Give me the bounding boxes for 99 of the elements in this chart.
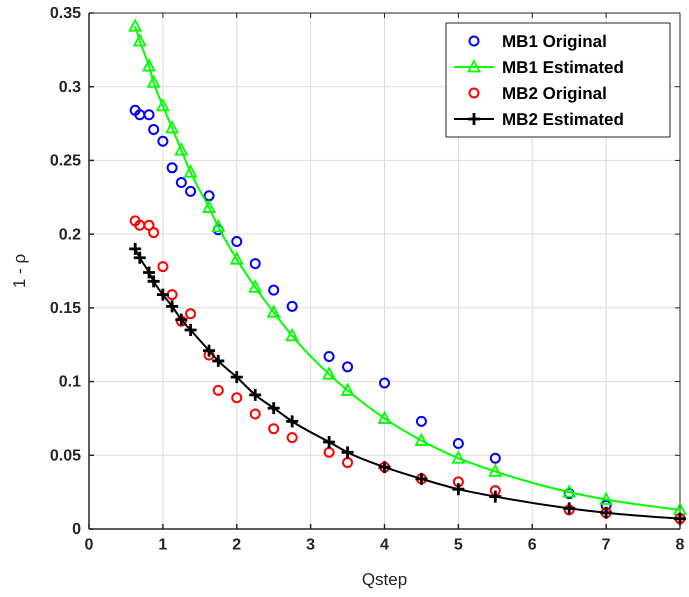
y-tick-label: 0.25 — [50, 152, 82, 170]
point — [488, 489, 503, 504]
point — [490, 452, 501, 464]
point — [452, 451, 465, 464]
y-tick-label: 0.2 — [58, 226, 82, 244]
point — [164, 298, 180, 314]
point — [183, 322, 198, 338]
point — [174, 143, 188, 156]
point — [416, 416, 427, 427]
point — [185, 186, 196, 197]
x-tick-label: 0 — [84, 536, 94, 554]
point — [204, 190, 215, 202]
point — [250, 408, 261, 420]
y-tick-label: 0 — [72, 521, 82, 538]
point — [286, 328, 299, 342]
point — [184, 165, 197, 178]
point — [340, 444, 355, 460]
point — [324, 446, 335, 458]
point — [230, 252, 244, 265]
point — [147, 75, 160, 88]
point — [452, 476, 464, 488]
y-axis-title: 1 - ρ — [10, 254, 29, 288]
point — [202, 200, 216, 214]
point — [324, 351, 335, 362]
point — [562, 500, 577, 516]
point — [342, 457, 354, 468]
y-tick-label: 0.3 — [58, 78, 82, 96]
point — [600, 492, 613, 505]
point — [490, 485, 501, 496]
point — [176, 316, 187, 327]
point — [231, 392, 242, 404]
x-tick-label: 4 — [380, 536, 390, 554]
point — [176, 177, 187, 188]
point — [134, 109, 146, 120]
point — [148, 124, 160, 135]
point — [133, 34, 146, 46]
point — [674, 502, 686, 516]
point — [148, 227, 160, 238]
x-axis-title: Qstep — [362, 570, 408, 589]
x-tick-label: 8 — [676, 536, 685, 554]
point — [562, 485, 576, 498]
point — [157, 136, 168, 147]
point — [229, 370, 244, 385]
point — [286, 300, 298, 312]
point — [157, 261, 168, 272]
point — [379, 378, 390, 389]
point — [415, 434, 428, 446]
legend-label: MB1 Original — [502, 32, 607, 51]
y-tick-label: 0.35 — [50, 5, 82, 22]
point — [342, 361, 354, 372]
point — [166, 162, 178, 174]
x-tick-label: 6 — [528, 536, 537, 554]
x-tick-label: 1 — [158, 536, 168, 554]
point — [266, 400, 282, 416]
point — [231, 236, 242, 248]
point — [452, 438, 464, 449]
point — [142, 59, 156, 72]
y-tick-label: 0.15 — [50, 300, 82, 317]
point — [212, 220, 225, 232]
point — [202, 343, 216, 358]
point — [600, 500, 612, 511]
point — [130, 104, 141, 116]
point — [284, 414, 300, 429]
legend-label: MB1 Estimated — [502, 58, 624, 77]
point — [130, 215, 141, 226]
point — [144, 220, 155, 231]
point — [564, 504, 575, 516]
x-tick-label: 2 — [232, 536, 242, 554]
point — [322, 367, 336, 380]
point — [248, 387, 263, 402]
point — [156, 98, 170, 112]
y-tick-label: 0.05 — [50, 447, 82, 464]
point — [155, 287, 170, 302]
x-tick-label: 3 — [306, 536, 316, 554]
legend-label: MB2 Original — [502, 84, 607, 103]
x-tick-label: 5 — [454, 536, 463, 554]
point — [128, 19, 142, 32]
point — [450, 482, 466, 497]
point — [268, 284, 280, 296]
y-tick-label: 0.1 — [58, 374, 82, 391]
point — [250, 258, 261, 270]
point — [286, 432, 298, 444]
point — [144, 109, 155, 120]
point — [134, 220, 146, 231]
point — [268, 423, 280, 434]
x-tick-label: 7 — [602, 536, 611, 554]
point — [212, 384, 224, 396]
legend-label: MB2 Estimated — [502, 110, 624, 129]
point — [185, 308, 196, 320]
point — [248, 280, 262, 293]
point — [322, 434, 336, 450]
point — [174, 312, 189, 328]
point — [341, 384, 354, 396]
point — [488, 464, 502, 477]
point — [166, 289, 178, 300]
point — [210, 354, 226, 368]
point — [166, 121, 179, 134]
point — [267, 305, 280, 318]
point — [378, 412, 391, 424]
